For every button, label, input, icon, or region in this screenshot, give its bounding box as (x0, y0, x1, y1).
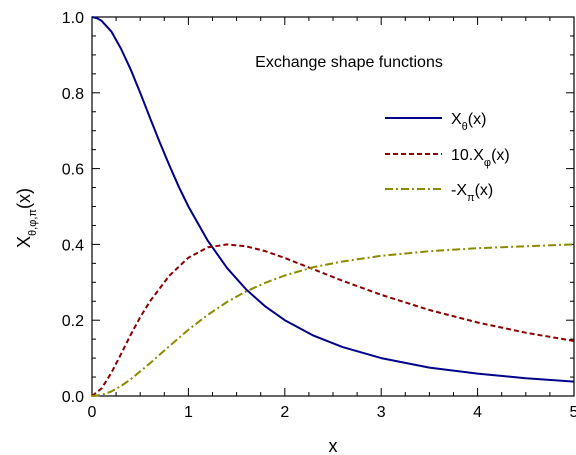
series-line-3 (91, 243, 575, 397)
y-axis-label-suffix: (x) (14, 188, 34, 209)
series-line-2 (91, 243, 575, 397)
y-tick-label: 0.2 (62, 313, 84, 330)
x-tick-label: 2 (280, 404, 289, 421)
x-tick-label: 1 (184, 404, 193, 421)
x-tick-label: 4 (473, 404, 482, 421)
x-axis-label: x (329, 436, 338, 455)
x-tick-label: 3 (377, 404, 386, 421)
y-axis-label-main: X (14, 236, 34, 248)
series-line-1 (91, 16, 575, 383)
y-tick-label: 0.4 (62, 237, 84, 254)
x-tick-label: 0 (88, 404, 97, 421)
y-tick-label: 1.0 (62, 10, 84, 27)
y-axis-label: Xθ,φ,π(x) (14, 188, 39, 248)
y-axis-label-subscript: θ,φ,π (27, 209, 39, 236)
y-tick-label: 0.6 (62, 162, 84, 179)
chart-title: Exchange shape functions (255, 54, 443, 71)
plot-frame (91, 16, 575, 397)
legend-label-2: 10.Xφ(x) (451, 147, 510, 169)
x-tick-label: 5 (570, 404, 576, 421)
legend-label-1: Xθ(x) (451, 111, 486, 133)
legend-label-3: -Xπ(x) (451, 182, 493, 204)
y-tick-label: 0.8 (62, 86, 84, 103)
y-tick-label: 0.0 (62, 389, 84, 406)
